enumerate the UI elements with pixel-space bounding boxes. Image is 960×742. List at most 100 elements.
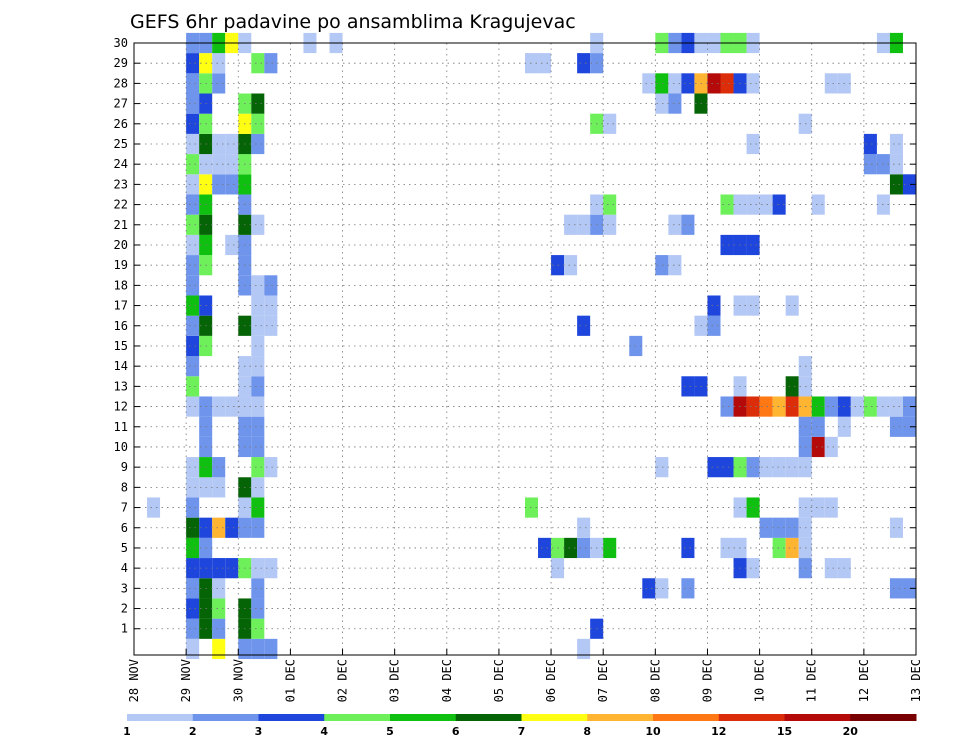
heatmap-cell [186, 578, 200, 599]
legend-label: 10 [645, 725, 661, 738]
heatmap-cell [655, 73, 669, 94]
legend-swatch [521, 714, 588, 721]
legend-swatch [718, 714, 785, 721]
heatmap-cell [225, 558, 239, 579]
heatmap-cell [746, 295, 760, 316]
heatmap-cell [668, 255, 682, 276]
heatmap-cell [186, 396, 200, 417]
heatmap-cell [538, 537, 552, 559]
heatmap-cell [707, 315, 721, 336]
y-tick-label: 24 [114, 157, 128, 171]
heatmap-cell [772, 517, 786, 538]
heatmap-cell [577, 53, 591, 74]
heatmap-cell [251, 275, 265, 296]
heatmap-cell [251, 295, 265, 316]
heatmap-cell [564, 537, 578, 559]
heatmap-cell [251, 214, 265, 235]
heatmap-cell [251, 517, 265, 538]
heatmap-cell [720, 234, 734, 256]
heatmap-cell [785, 295, 799, 316]
heatmap-cell [251, 356, 265, 377]
plot-frame [133, 42, 917, 656]
x-tick-label: 09 DEC [700, 659, 714, 702]
heatmap-cell [564, 214, 578, 235]
heatmap-cell [759, 517, 773, 538]
heatmap-cell [212, 477, 226, 498]
heatmap-cell [186, 154, 200, 175]
heatmap-cell [251, 558, 265, 579]
heatmap-cell [824, 436, 838, 458]
heatmap-cell [668, 73, 682, 94]
heatmap-cell [577, 315, 591, 336]
heatmap-cell [889, 396, 903, 417]
heatmap-cell [863, 154, 877, 175]
heatmap-cell [186, 295, 200, 316]
x-tick-label: 28 NOV [127, 659, 141, 702]
heatmap-cell [889, 517, 903, 538]
heatmap-cell [811, 396, 825, 417]
heatmap-cell [251, 436, 265, 458]
heatmap-cell [720, 73, 734, 94]
heatmap-cell [186, 537, 200, 559]
heatmap-cell [264, 295, 278, 316]
heatmap-cell [668, 214, 682, 235]
heatmap-cell [707, 73, 721, 94]
y-tick-label: 22 [114, 198, 128, 212]
heatmap-cell [186, 517, 200, 538]
heatmap-cell [577, 214, 591, 235]
heatmap-cell [525, 497, 539, 518]
y-tick-label: 20 [114, 238, 128, 252]
heatmap-cell [186, 113, 200, 134]
heatmap-cell [746, 194, 760, 215]
heatmap-cell [186, 598, 200, 619]
legend-label: 20 [843, 725, 859, 738]
heatmap-cell [746, 234, 760, 256]
heatmap-cell [785, 396, 799, 417]
heatmap-cell [603, 194, 617, 215]
y-tick-label: 19 [114, 258, 128, 272]
heatmap-cell [212, 578, 226, 599]
heatmap-cell [186, 133, 200, 155]
heatmap-cell [746, 73, 760, 94]
heatmap-cell [603, 214, 617, 235]
y-tick-label: 10 [114, 440, 128, 454]
legend-swatch [127, 714, 194, 721]
heatmap-cell [212, 154, 226, 175]
heatmap-cell [772, 457, 786, 478]
heatmap-cell [889, 133, 903, 155]
heatmap-cell [212, 133, 226, 155]
y-tick-label: 14 [114, 359, 128, 373]
y-tick-label: 28 [114, 76, 128, 90]
heatmap-cell [225, 174, 239, 195]
y-tick-label: 6 [121, 521, 128, 535]
heatmap-cell [720, 457, 734, 478]
legend-swatch [324, 714, 391, 721]
heatmap-cell [264, 53, 278, 74]
y-tick-label: 27 [114, 97, 128, 111]
heatmap-cell [212, 174, 226, 195]
heatmap-cell [251, 457, 265, 478]
heatmap-cell [186, 457, 200, 478]
heatmap-cell [863, 133, 877, 155]
x-tick-label: 11 DEC [805, 659, 819, 702]
heatmap-cell [681, 537, 695, 559]
heatmap-cell [642, 578, 656, 599]
heatmap-cell [251, 578, 265, 599]
heatmap-cell [538, 53, 552, 74]
chart-title: GEFS 6hr padavine po ansamblima Kragujev… [130, 11, 576, 33]
heatmap-cell [251, 93, 265, 114]
x-tick-label: 05 DEC [492, 659, 506, 702]
heatmap-cell [238, 638, 252, 660]
legend-label: 12 [711, 725, 726, 738]
x-tick-label: 30 NOV [231, 659, 245, 702]
heatmap-cell [902, 578, 916, 599]
legend-swatch [192, 714, 259, 721]
heatmap-cell [811, 194, 825, 215]
x-tick-label: 02 DEC [336, 659, 350, 702]
heatmap-cell [525, 53, 539, 74]
heatmap-cell [225, 133, 239, 155]
y-tick-label: 4 [121, 561, 128, 575]
legend-label: 6 [452, 725, 460, 738]
heatmap-cell [251, 376, 265, 397]
heatmap-cell [186, 477, 200, 498]
